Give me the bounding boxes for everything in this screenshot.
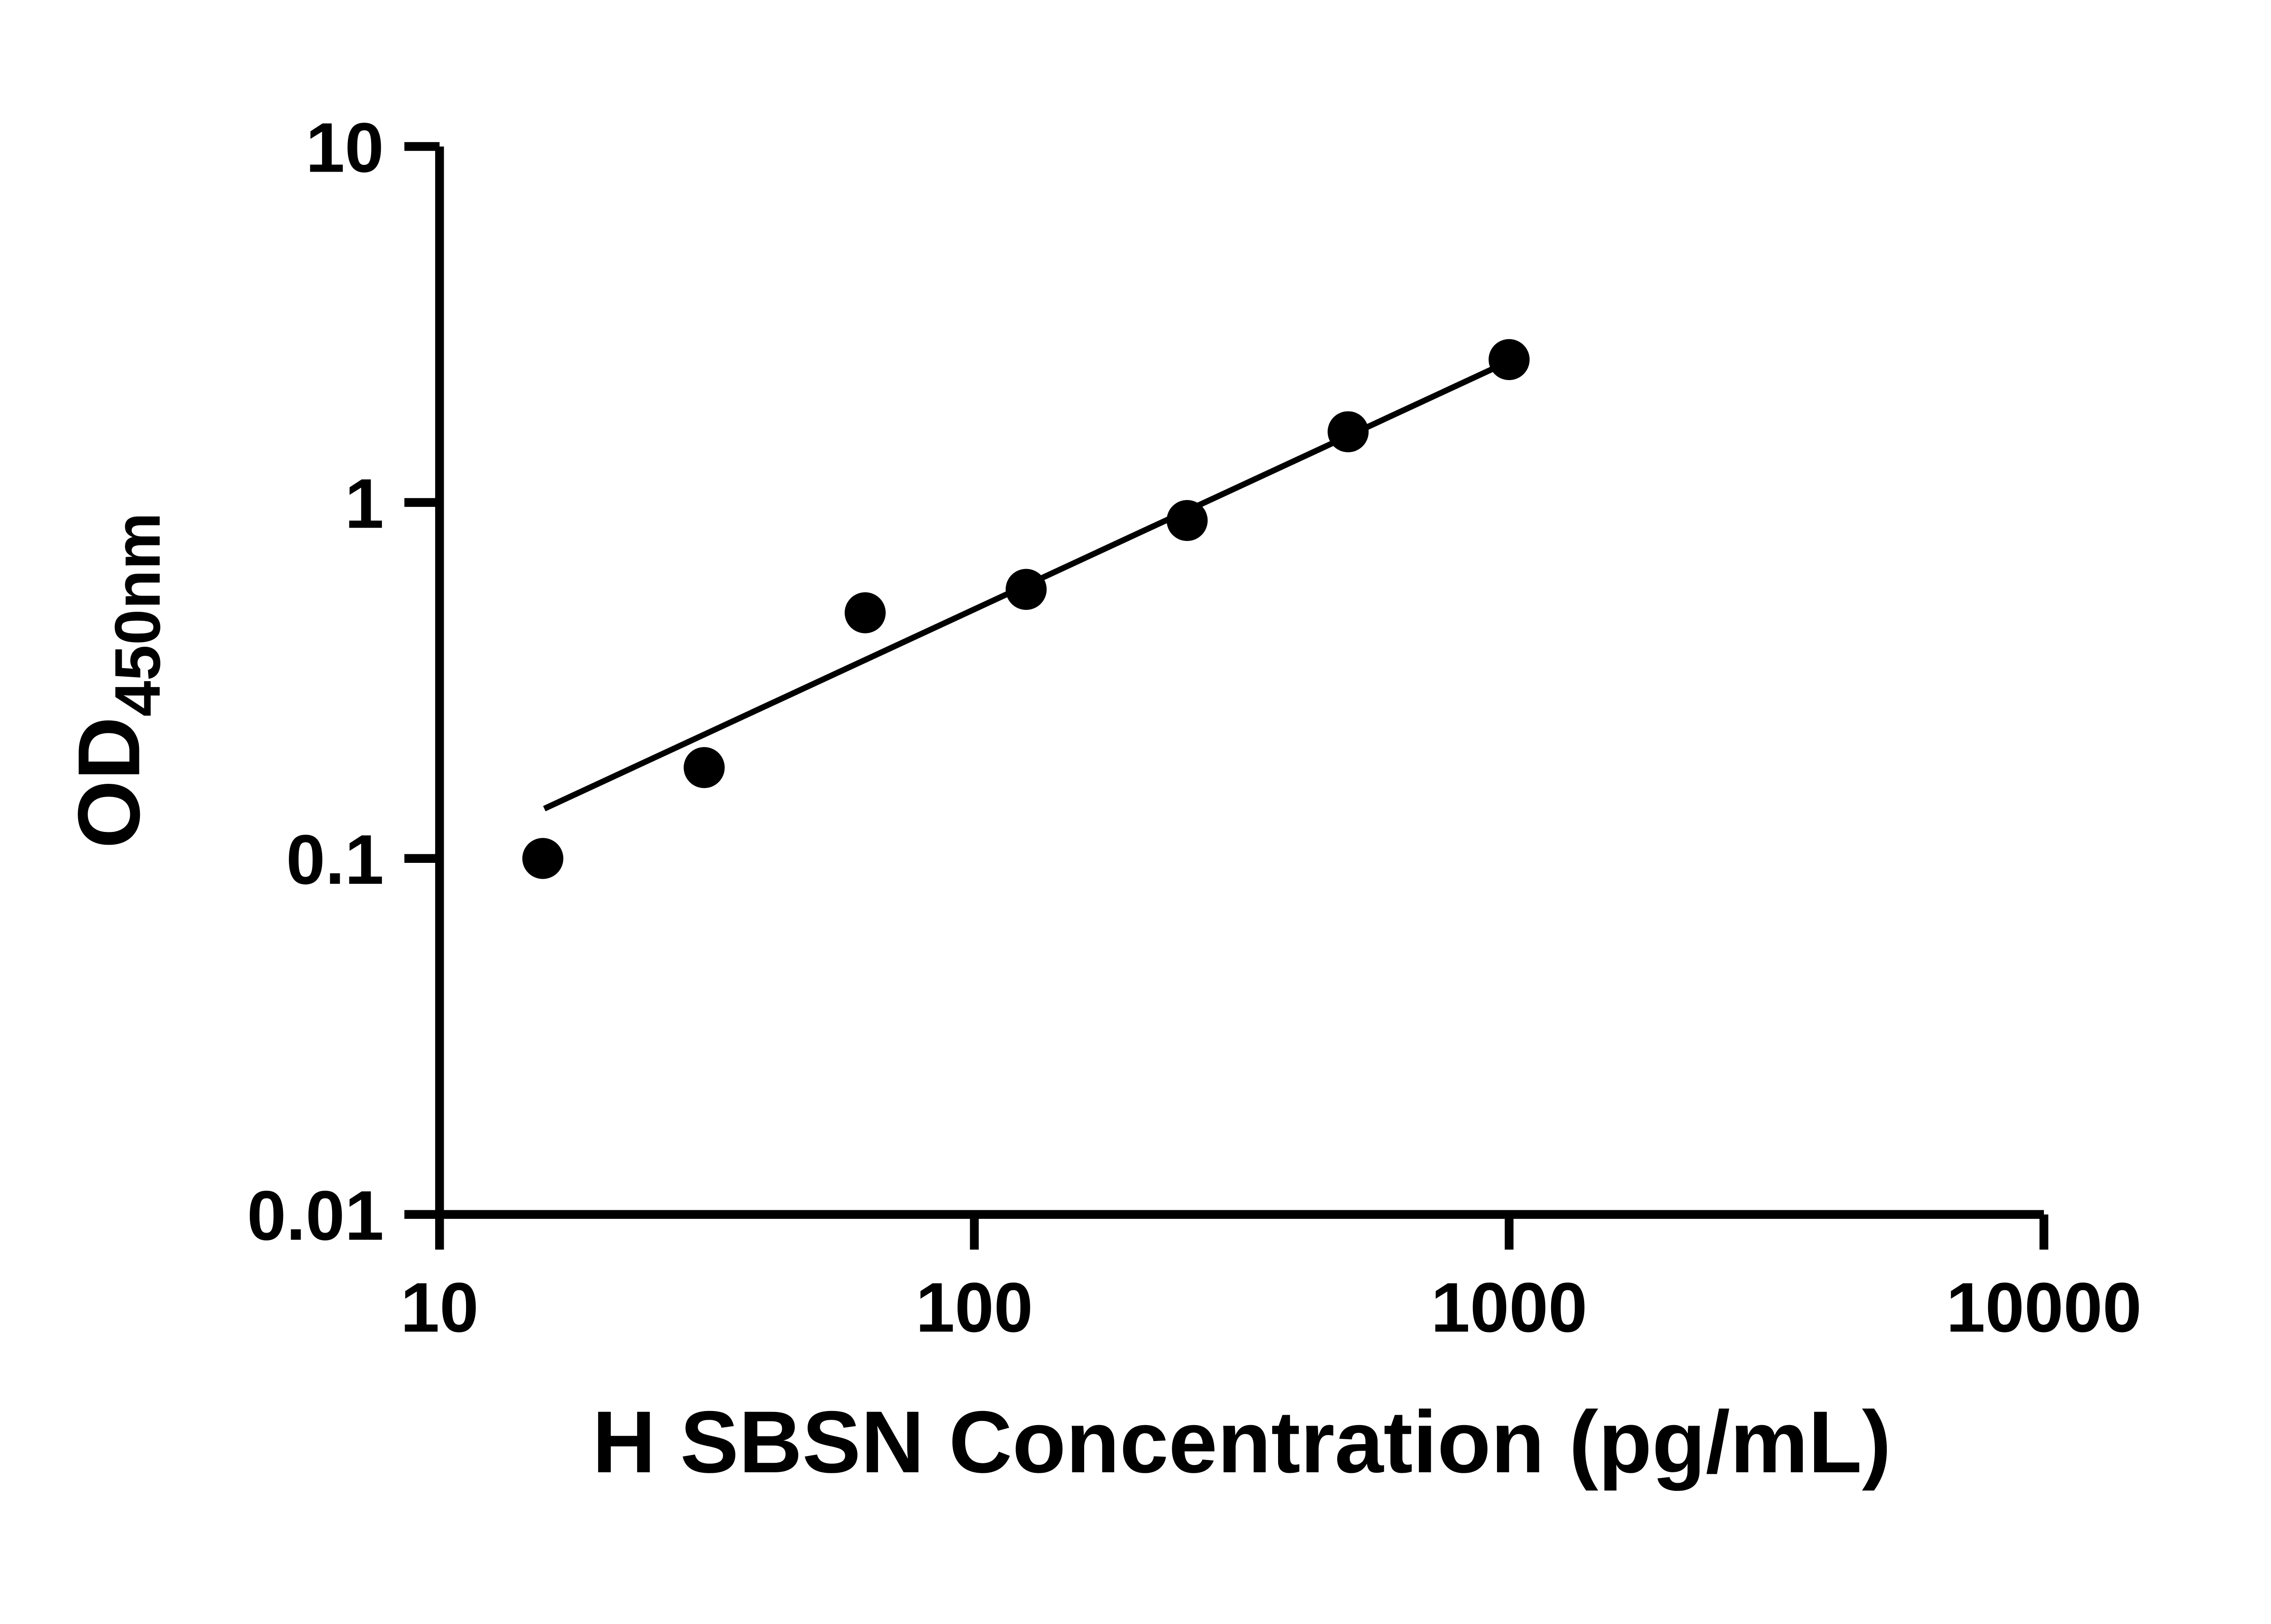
data-point (1327, 411, 1369, 452)
y-axis-tick-label: 0.1 (286, 820, 384, 899)
y-axis-tick-label: 1 (345, 464, 384, 543)
standard-curve-chart: 0.01 0.1 1 10 10 100 1000 10000 H SBSN Concentra… (60, 108, 2142, 1491)
y-axis-title-subscript: 450nm (102, 512, 174, 717)
data-point (844, 592, 886, 634)
axis-frame (435, 146, 2044, 1219)
x-axis-tick-label: 10 (401, 1268, 479, 1347)
data-point (1006, 569, 1047, 610)
y-axis-tick-label: 0.01 (247, 1176, 384, 1255)
x-axis-tick-label: 100 (916, 1268, 1033, 1347)
data-point (1488, 339, 1530, 380)
y-axis-title-main: OD (60, 717, 158, 848)
figure-canvas: 0.01 0.1 1 10 10 100 1000 10000 H SBSN Concentra… (60, 108, 2142, 1491)
y-axis-tick-label: 10 (306, 108, 384, 187)
data-point (1166, 500, 1208, 541)
data-point (684, 747, 725, 788)
data-point (522, 838, 564, 879)
x-axis-title: H SBSN Concentration (pg/mL) (592, 1393, 1891, 1491)
x-axis-tick-label: 1000 (1431, 1268, 1587, 1347)
x-axis-tick-label: 10000 (1946, 1268, 2142, 1347)
y-axis-title: OD450nm (60, 512, 174, 848)
